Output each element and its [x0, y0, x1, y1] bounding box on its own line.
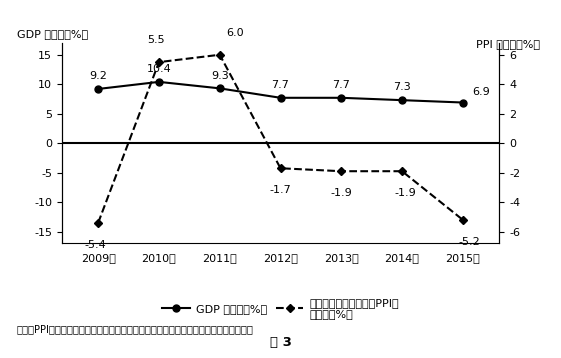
Text: 6.9: 6.9 — [472, 87, 490, 97]
Text: 7.7: 7.7 — [332, 80, 350, 90]
Text: -5.2: -5.2 — [458, 237, 480, 247]
Text: -1.7: -1.7 — [270, 185, 291, 195]
Text: 7.3: 7.3 — [393, 82, 411, 92]
Y-axis label: PPI 增长率（%）: PPI 增长率（%） — [476, 39, 540, 49]
Legend: GDP 增长率（%）, 生产者出厂价格指数（PPI）
增长率（%）: GDP 增长率（%）, 生产者出厂价格指数（PPI） 增长率（%） — [158, 293, 403, 324]
Text: -1.9: -1.9 — [330, 188, 352, 198]
Text: -1.9: -1.9 — [394, 188, 416, 198]
Text: 9.2: 9.2 — [89, 71, 107, 81]
Text: -5.4: -5.4 — [84, 240, 106, 250]
Text: 6.0: 6.0 — [226, 28, 243, 38]
Y-axis label: GDP 增长率（%）: GDP 增长率（%） — [17, 29, 89, 39]
Text: 图 3: 图 3 — [270, 336, 291, 349]
Text: 10.4: 10.4 — [146, 64, 171, 74]
Text: （注：PPI是反映一定时期内全部工业产品出厂价格总水平变动趋势和程度的相对数。）: （注：PPI是反映一定时期内全部工业产品出厂价格总水平变动趋势和程度的相对数。） — [17, 324, 254, 334]
Text: 5.5: 5.5 — [147, 35, 165, 45]
Text: 9.3: 9.3 — [211, 71, 228, 81]
Text: 7.7: 7.7 — [272, 80, 289, 90]
